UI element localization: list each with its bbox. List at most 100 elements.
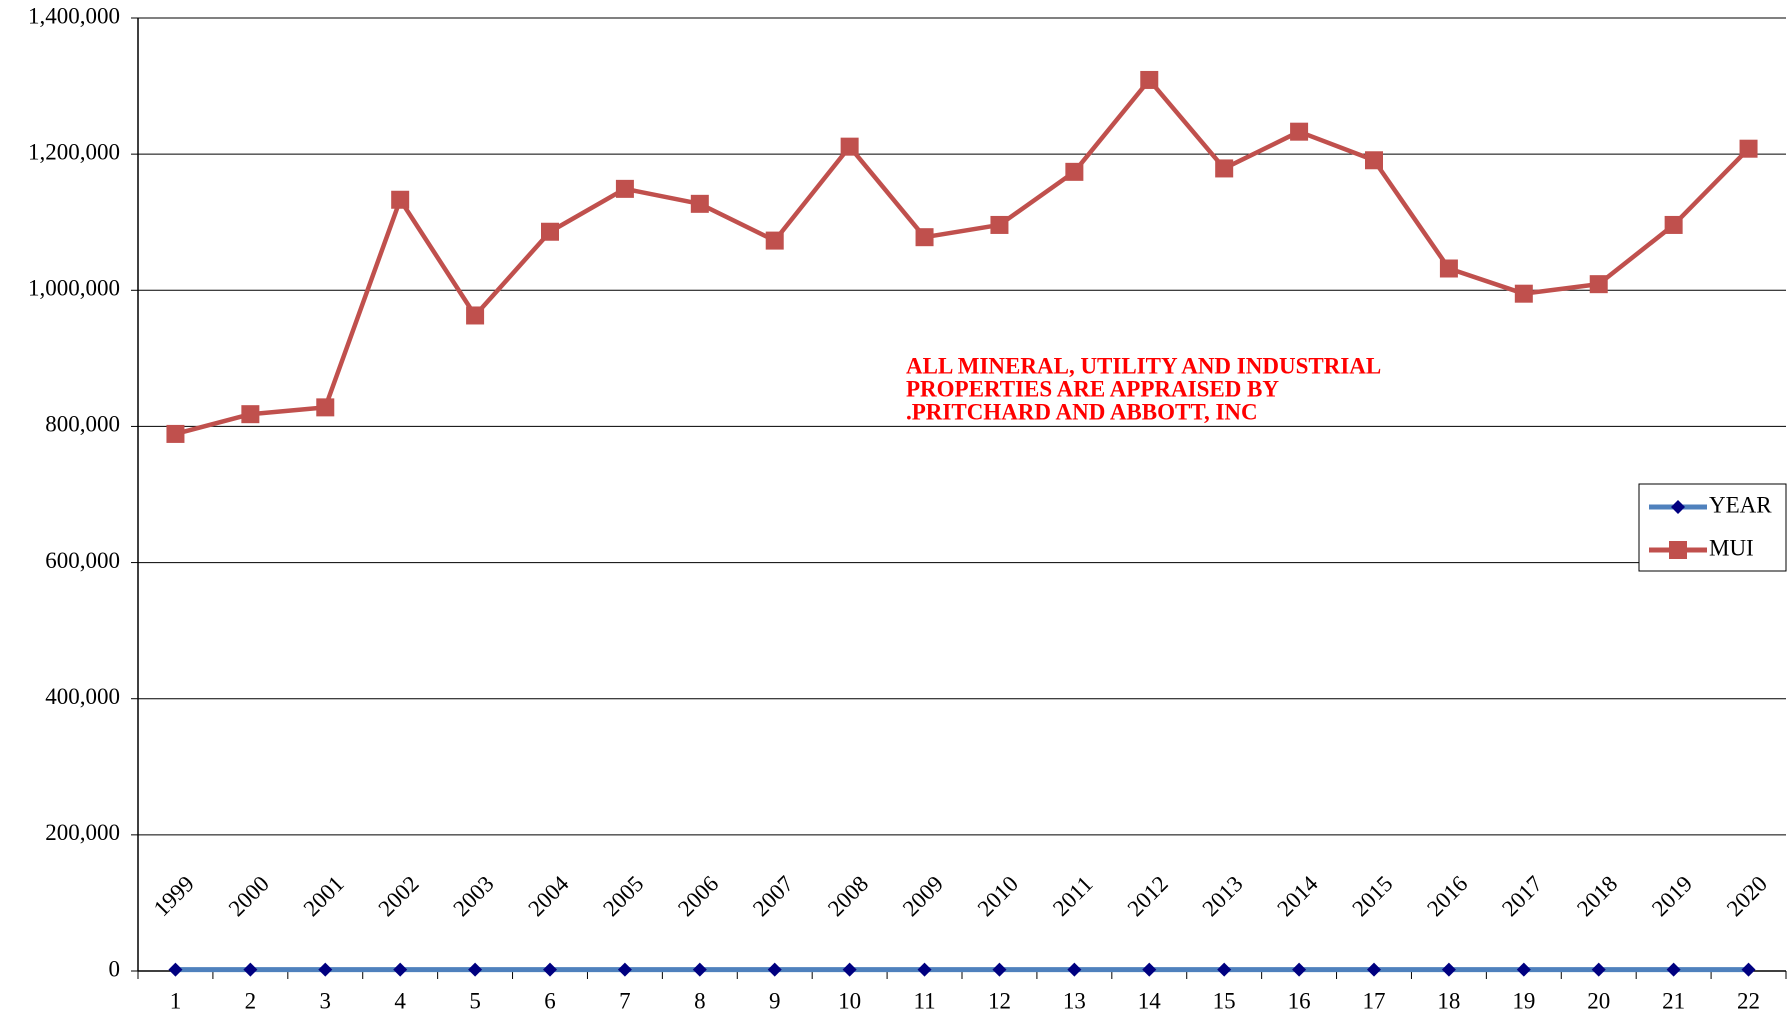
- marker: [1142, 962, 1157, 977]
- x-tick-label: 8: [694, 988, 706, 1013]
- marker: [765, 231, 784, 250]
- marker: [168, 962, 183, 977]
- marker: [393, 962, 408, 977]
- data-label: 2002: [374, 871, 424, 921]
- marker: [391, 190, 410, 209]
- data-label: 2004: [523, 871, 574, 922]
- marker: [1365, 151, 1383, 170]
- marker: [990, 215, 1009, 234]
- marker: [915, 228, 934, 247]
- x-tick-label: 12: [988, 988, 1011, 1013]
- marker: [1215, 159, 1234, 178]
- x-tick-label: 21: [1662, 988, 1685, 1013]
- marker: [316, 398, 335, 417]
- x-tick-label: 16: [1288, 988, 1311, 1013]
- marker: [1067, 962, 1082, 977]
- marker: [1589, 275, 1608, 294]
- x-tick-label: 6: [544, 988, 556, 1013]
- marker: [690, 194, 709, 213]
- x-tick-label: 14: [1138, 988, 1162, 1013]
- data-label: 2000: [224, 871, 274, 921]
- y-tick-label: 800,000: [45, 412, 120, 437]
- data-label: 2014: [1272, 871, 1323, 922]
- y-tick-label: 0: [109, 956, 121, 981]
- x-tick-label: 10: [838, 988, 861, 1013]
- x-tick-label: 2: [245, 988, 257, 1013]
- annotation: ALL MINERAL, UTILITY AND INDUSTRIAL: [906, 353, 1381, 378]
- data-label: 2003: [448, 871, 498, 921]
- data-label: 2013: [1198, 871, 1248, 921]
- y-tick-label: 1,200,000: [28, 139, 120, 164]
- data-label: 2012: [1123, 871, 1173, 921]
- marker: [166, 424, 185, 443]
- marker: [1666, 962, 1681, 977]
- data-label: 2001: [299, 871, 349, 921]
- marker: [1065, 162, 1084, 181]
- data-label: 2011: [1048, 871, 1098, 921]
- x-tick-label: 3: [320, 988, 332, 1013]
- marker: [617, 962, 632, 977]
- legend-label: MUI: [1709, 535, 1754, 560]
- marker: [1591, 962, 1606, 977]
- marker: [842, 962, 857, 977]
- annotation: PROPERTIES ARE APPRAISED BY: [906, 376, 1279, 401]
- marker: [1441, 962, 1456, 977]
- marker: [243, 962, 258, 977]
- x-tick-label: 1: [170, 988, 182, 1013]
- y-tick-label: 600,000: [45, 548, 120, 573]
- y-tick-label: 400,000: [45, 684, 120, 709]
- marker: [468, 962, 483, 977]
- x-tick-label: 5: [469, 988, 481, 1013]
- legend-label: YEAR: [1709, 492, 1772, 517]
- x-tick-label: 19: [1512, 988, 1535, 1013]
- legend-marker: [1671, 500, 1685, 514]
- marker: [1140, 70, 1159, 89]
- data-label: 2005: [598, 871, 648, 921]
- marker: [840, 137, 859, 156]
- x-tick-label: 13: [1063, 988, 1086, 1013]
- marker: [1292, 962, 1307, 977]
- marker: [543, 962, 557, 977]
- legend-box: [1638, 483, 1787, 572]
- data-label: 1999: [149, 871, 199, 921]
- marker: [541, 222, 559, 241]
- y-tick-label: 200,000: [45, 820, 120, 845]
- marker: [1741, 962, 1756, 977]
- y-tick-label: 1,000,000: [28, 276, 120, 301]
- marker: [1664, 215, 1683, 234]
- data-label: 2017: [1497, 871, 1547, 921]
- data-label: 2006: [673, 871, 723, 921]
- x-tick-label: 15: [1213, 988, 1236, 1013]
- marker: [692, 962, 707, 977]
- marker: [1367, 962, 1381, 977]
- x-tick-label: 7: [619, 988, 631, 1013]
- x-tick-label: 22: [1737, 988, 1760, 1013]
- x-tick-label: 11: [913, 988, 935, 1013]
- marker: [917, 962, 932, 977]
- marker: [318, 962, 333, 977]
- x-tick-label: 17: [1363, 988, 1386, 1013]
- x-tick-label: 4: [394, 988, 406, 1013]
- x-tick-label: 18: [1437, 988, 1460, 1013]
- data-label: 2015: [1347, 871, 1397, 921]
- data-label: 2007: [748, 871, 798, 921]
- marker: [1739, 139, 1758, 158]
- data-label: 2009: [898, 871, 948, 921]
- data-label: 2008: [823, 871, 873, 921]
- data-label: 2018: [1572, 871, 1622, 921]
- marker: [1516, 962, 1531, 977]
- annotation: .PRITCHARD AND ABBOTT, INC: [906, 399, 1258, 424]
- marker: [767, 962, 782, 977]
- marker: [1217, 962, 1232, 977]
- x-tick-label: 9: [769, 988, 781, 1013]
- data-label: 2019: [1647, 871, 1697, 921]
- marker: [992, 962, 1007, 977]
- y-tick-label: 1,400,000: [28, 3, 120, 28]
- data-label: 2016: [1422, 871, 1472, 921]
- marker: [241, 405, 260, 424]
- marker: [1290, 122, 1309, 141]
- marker: [1439, 259, 1458, 278]
- legend-marker: [1669, 541, 1687, 559]
- data-label: 2020: [1722, 871, 1772, 921]
